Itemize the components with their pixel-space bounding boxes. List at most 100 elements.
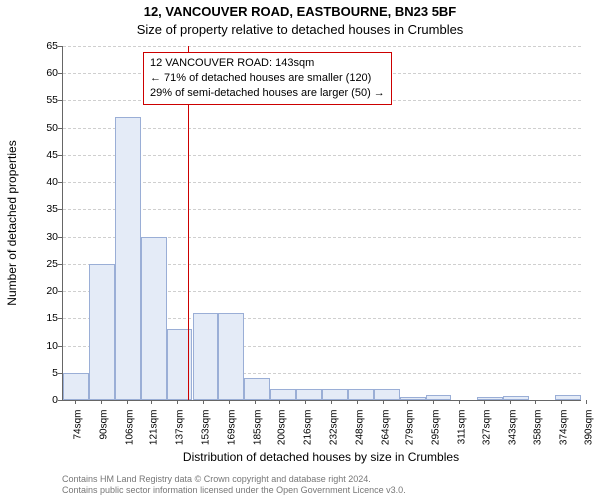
attribution-line-1: Contains HM Land Registry data © Crown c… — [62, 474, 406, 485]
x-tick-mark — [484, 400, 485, 404]
info-line-3: 29% of semi-detached houses are larger (… — [150, 86, 385, 101]
y-tick-mark — [58, 237, 62, 238]
x-tick-mark — [305, 400, 306, 404]
x-tick-label: 295sqm — [430, 410, 441, 454]
gridline — [63, 155, 581, 156]
x-tick-mark — [433, 400, 434, 404]
x-tick-mark — [407, 400, 408, 404]
x-tick-label: 137sqm — [174, 410, 185, 454]
histogram-bar — [141, 237, 167, 400]
plot-area: 12 VANCOUVER ROAD: 143sqm ← 71% of detac… — [62, 46, 581, 401]
x-tick-label: 169sqm — [226, 410, 237, 454]
y-tick-mark — [58, 128, 62, 129]
y-tick-mark — [58, 373, 62, 374]
x-tick-label: 216sqm — [302, 410, 313, 454]
y-tick-label: 0 — [40, 394, 58, 406]
y-tick-label: 20 — [40, 285, 58, 297]
x-tick-label: 90sqm — [98, 410, 109, 454]
y-tick-label: 30 — [40, 231, 58, 243]
histogram-bar — [555, 395, 581, 400]
y-tick-label: 45 — [40, 149, 58, 161]
x-tick-label: 185sqm — [252, 410, 263, 454]
histogram-bar — [477, 397, 503, 400]
x-tick-label: 390sqm — [584, 410, 595, 454]
y-tick-mark — [58, 318, 62, 319]
x-tick-mark — [383, 400, 384, 404]
gridline — [63, 209, 581, 210]
x-tick-label: 200sqm — [276, 410, 287, 454]
x-tick-label: 264sqm — [380, 410, 391, 454]
y-tick-label: 40 — [40, 176, 58, 188]
chart-subtitle: Size of property relative to detached ho… — [0, 22, 600, 37]
gridline — [63, 182, 581, 183]
attribution-text: Contains HM Land Registry data © Crown c… — [62, 474, 406, 497]
histogram-bar — [503, 396, 529, 400]
y-axis-label: Number of detached properties — [5, 140, 19, 305]
y-tick-mark — [58, 291, 62, 292]
x-tick-mark — [151, 400, 152, 404]
x-tick-label: 106sqm — [124, 410, 135, 454]
histogram-bar — [400, 397, 426, 400]
x-tick-mark — [75, 400, 76, 404]
y-tick-label: 55 — [40, 94, 58, 106]
y-tick-label: 60 — [40, 67, 58, 79]
y-tick-mark — [58, 46, 62, 47]
x-tick-label: 248sqm — [354, 410, 365, 454]
x-tick-mark — [177, 400, 178, 404]
histogram-bar — [270, 389, 296, 400]
x-tick-mark — [279, 400, 280, 404]
y-tick-mark — [58, 155, 62, 156]
y-tick-mark — [58, 73, 62, 74]
gridline — [63, 46, 581, 47]
chart-title: 12, VANCOUVER ROAD, EASTBOURNE, BN23 5BF — [0, 4, 600, 19]
x-tick-label: 374sqm — [558, 410, 569, 454]
histogram-bar — [218, 313, 244, 400]
x-tick-label: 279sqm — [404, 410, 415, 454]
x-tick-mark — [586, 400, 587, 404]
attribution-line-2: Contains public sector information licen… — [62, 485, 406, 496]
y-tick-label: 65 — [40, 40, 58, 52]
histogram-bar — [115, 117, 141, 400]
x-tick-label: 343sqm — [508, 410, 519, 454]
x-tick-mark — [357, 400, 358, 404]
y-tick-mark — [58, 182, 62, 183]
gridline — [63, 128, 581, 129]
x-tick-label: 311sqm — [456, 410, 467, 454]
x-tick-label: 358sqm — [532, 410, 543, 454]
histogram-bar — [348, 389, 374, 400]
y-tick-mark — [58, 400, 62, 401]
y-tick-label: 15 — [40, 312, 58, 324]
y-tick-label: 10 — [40, 340, 58, 352]
histogram-bar — [244, 378, 270, 400]
x-tick-label: 327sqm — [482, 410, 493, 454]
reference-info-box: 12 VANCOUVER ROAD: 143sqm ← 71% of detac… — [143, 52, 392, 105]
x-tick-label: 232sqm — [328, 410, 339, 454]
x-tick-mark — [510, 400, 511, 404]
info-line-2: ← 71% of detached houses are smaller (12… — [150, 71, 385, 86]
histogram-bar — [322, 389, 348, 400]
x-tick-label: 121sqm — [149, 410, 160, 454]
x-tick-mark — [229, 400, 230, 404]
x-tick-label: 153sqm — [200, 410, 211, 454]
y-tick-label: 50 — [40, 122, 58, 134]
x-tick-mark — [101, 400, 102, 404]
x-tick-mark — [331, 400, 332, 404]
y-tick-label: 35 — [40, 203, 58, 215]
histogram-bar — [89, 264, 115, 400]
x-tick-mark — [561, 400, 562, 404]
y-tick-label: 5 — [40, 367, 58, 379]
x-tick-mark — [127, 400, 128, 404]
x-tick-mark — [459, 400, 460, 404]
histogram-bar — [193, 313, 219, 400]
histogram-bar — [426, 395, 452, 400]
x-tick-mark — [535, 400, 536, 404]
y-tick-label: 25 — [40, 258, 58, 270]
x-tick-mark — [255, 400, 256, 404]
y-tick-mark — [58, 100, 62, 101]
histogram-bar — [374, 389, 400, 400]
y-tick-mark — [58, 209, 62, 210]
histogram-bar — [296, 389, 322, 400]
y-tick-mark — [58, 346, 62, 347]
x-axis-label: Distribution of detached houses by size … — [62, 450, 580, 464]
y-tick-mark — [58, 264, 62, 265]
